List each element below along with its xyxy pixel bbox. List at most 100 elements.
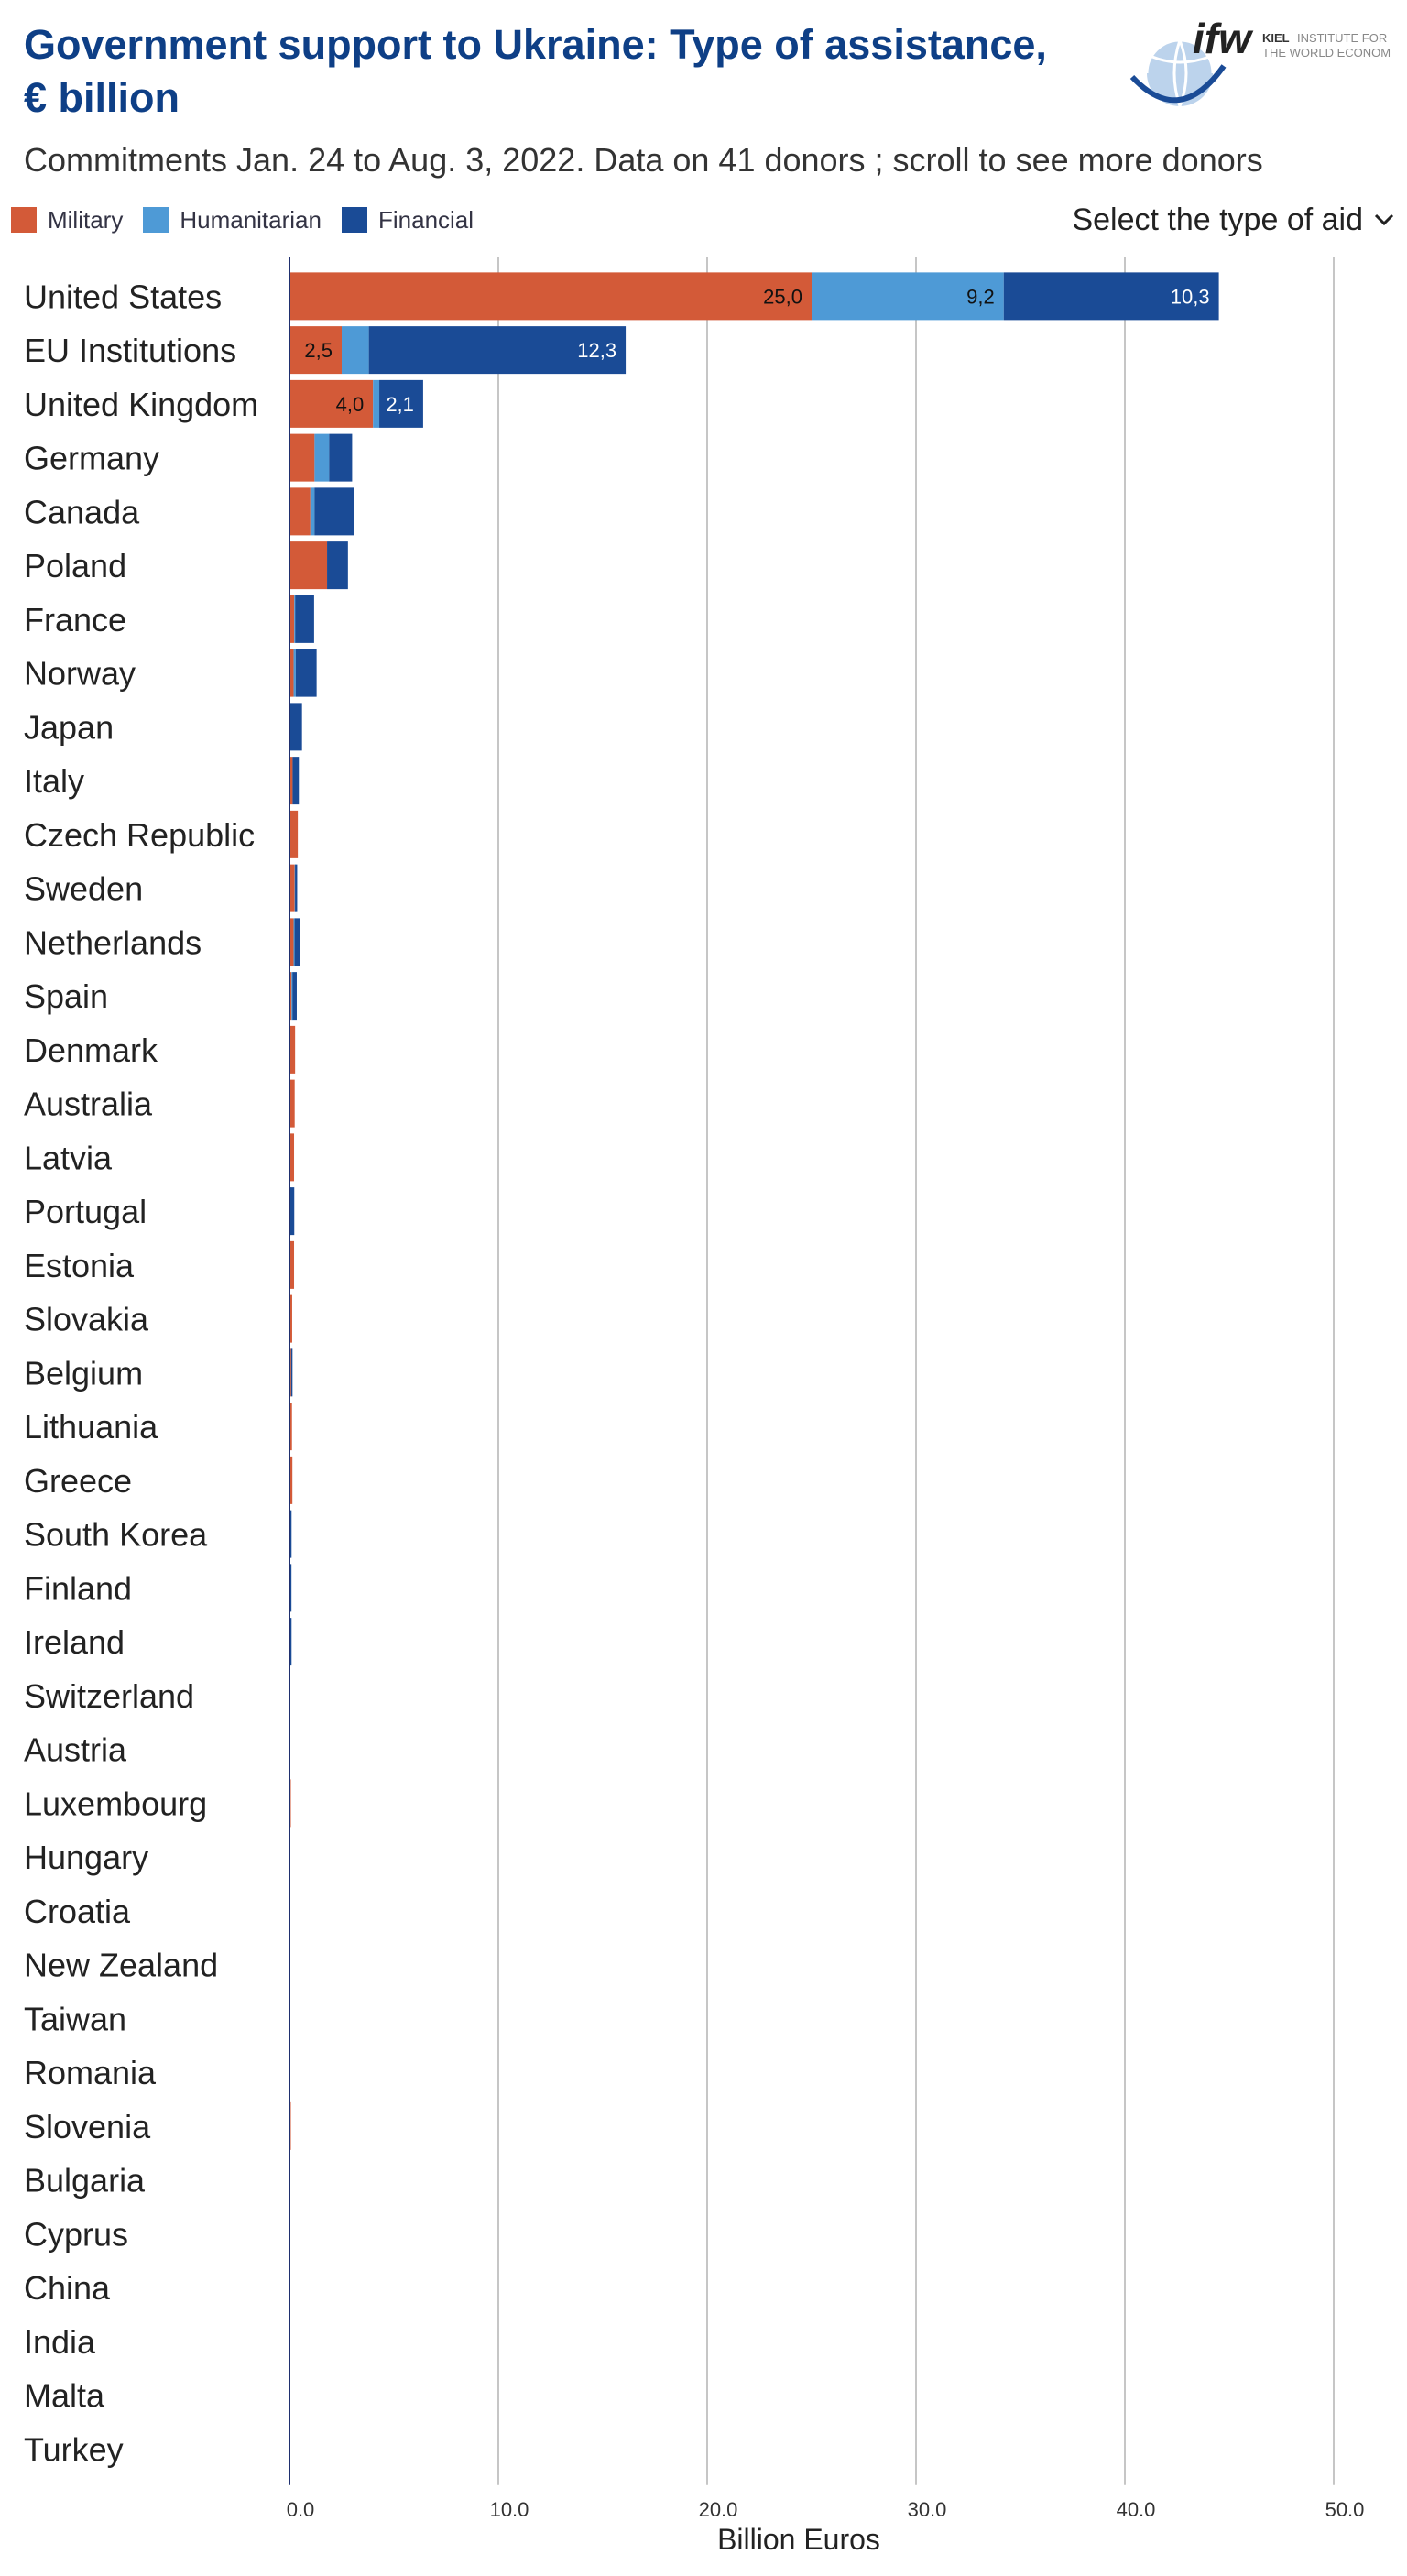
category-label: Czech Republic [24,816,255,854]
bar-segment-military [289,272,812,321]
legend-item-humanitarian[interactable]: Humanitarian [143,206,322,235]
category-label: EU Institutions [24,332,236,369]
bar-segment-military [289,1079,295,1128]
logo-mark: ifw [1193,15,1254,62]
bar-segment-financial [368,326,627,375]
data-label: 2,5 [304,339,333,362]
bar-segment-humanitarian [342,326,369,375]
category-label: Latvia [24,1139,113,1176]
bar-segment-humanitarian [314,433,330,482]
category-label: Belgium [24,1354,143,1392]
category-label: Australia [24,1086,153,1123]
category-label: Cyprus [24,2215,128,2253]
category-label: Luxembourg [24,1785,207,1822]
x-tick-label: 50.0 [1325,2498,1365,2521]
chart-x-tick-labels: 0.0 10.0 20.0 30.0 40.0 50.0 [287,2498,1365,2521]
logo-text-line2: THE WORLD ECONOMY [1262,46,1391,60]
category-label: Germany [24,440,159,477]
bar-segment-financial [327,541,348,590]
bar-segment-military [289,1403,292,1451]
bar-segment-military [289,757,293,805]
legend-swatch-humanitarian [143,207,169,233]
bar-segment-military [289,810,299,858]
category-label: Estonia [24,1247,135,1284]
legend-item-financial[interactable]: Financial [341,206,474,235]
x-tick-label: 10.0 [490,2498,529,2521]
chart-gridlines [497,257,1335,2485]
chevron-down-icon [1374,213,1394,226]
category-label: Sweden [24,870,143,908]
category-label: Turkey [24,2430,124,2468]
category-label: United States [24,278,222,315]
category-label: Finland [24,1569,132,1607]
category-label: Greece [24,1462,132,1500]
bar-segment-military [289,433,315,482]
bar-segment-humanitarian [293,918,296,966]
category-label: Netherlands [24,923,202,961]
bar-segment-financial [295,864,298,912]
stacked-bar-chart: 25,0 9,2 10,3 2,5 12,3 4,0 2,1 United States EU… [24,257,1365,2556]
category-label: Denmark [24,1031,158,1069]
bar-segment-financial [289,1564,292,1612]
bar-segment-financial [314,487,354,536]
bar-segment-financial [292,757,300,805]
category-label: France [24,601,126,639]
bar-segment-military [289,487,311,536]
bar-segment-humanitarian [294,595,296,643]
bar-segment-financial [290,1348,293,1397]
chart-category-labels: United States EU Institutions United Kingd… [24,278,258,2468]
x-tick-label: 20.0 [699,2498,738,2521]
aid-type-select[interactable]: Select the type of aid [1072,200,1394,240]
bar-segment-military [289,326,342,375]
chart-subtitle: Commitments Jan. 24 to Aug. 3, 2022. Dat… [24,141,1263,179]
logo-text-line1: INSTITUTE FOR [1297,31,1387,45]
bar-segment-financial [295,595,314,643]
globe-icon [1129,38,1227,107]
chart-data-labels: 25,0 9,2 10,3 2,5 12,3 4,0 2,1 [304,285,1209,416]
bar-segment-military [289,972,292,1021]
bar-segment-humanitarian [373,379,380,428]
category-label: Lithuania [24,1408,158,1446]
bar-segment-military [289,649,294,697]
kiel-institute-logo: ifw KIEL INSTITUTE FOR THE WORLD ECONOMY [1129,15,1391,107]
bar-segment-military [289,541,328,590]
bar-segment-humanitarian [291,972,293,1021]
bar-segment-military [289,379,374,428]
data-label: 9,2 [966,285,995,308]
category-label: Italy [24,762,84,800]
category-label: Hungary [24,1839,148,1876]
category-label: Croatia [24,1893,131,1930]
bar-segment-financial [289,1618,292,1666]
legend-item-military[interactable]: Military [11,206,123,235]
bar-segment-financial [1003,272,1219,321]
data-label: 4,0 [336,393,365,416]
bar-segment-financial [295,649,317,697]
legend-swatch-financial [341,207,367,233]
category-label: Ireland [24,1623,125,1661]
logo-text-bold: KIEL [1262,31,1290,45]
category-label: United Kingdom [24,386,258,423]
x-axis-title: Billion Euros [717,2523,880,2556]
category-label: Malta [24,2377,105,2415]
bar-segment-financial [379,379,423,428]
bar-segment-military [289,1025,296,1074]
data-label: 25,0 [763,285,802,308]
legend-label-military: Military [48,205,124,234]
chart-legend: Military Humanitarian Financial [11,203,494,236]
bar-segment-military [289,1133,295,1182]
data-label: 12,3 [577,339,616,362]
category-label: Taiwan [24,2000,126,2037]
bar-segment-humanitarian [293,649,296,697]
bar-segment-military [289,1294,292,1343]
category-label: Switzerland [24,1677,194,1715]
category-label: Slovenia [24,2108,151,2145]
bar-segment-military [289,864,295,912]
category-label: Norway [24,655,136,693]
category-label: Canada [24,493,140,530]
category-label: Portugal [24,1193,147,1230]
category-label: Austria [24,1731,127,1769]
data-label: 10,3 [1171,285,1210,308]
data-label: 2,1 [386,393,414,416]
category-label: Poland [24,547,126,584]
category-label: New Zealand [24,1947,218,1984]
